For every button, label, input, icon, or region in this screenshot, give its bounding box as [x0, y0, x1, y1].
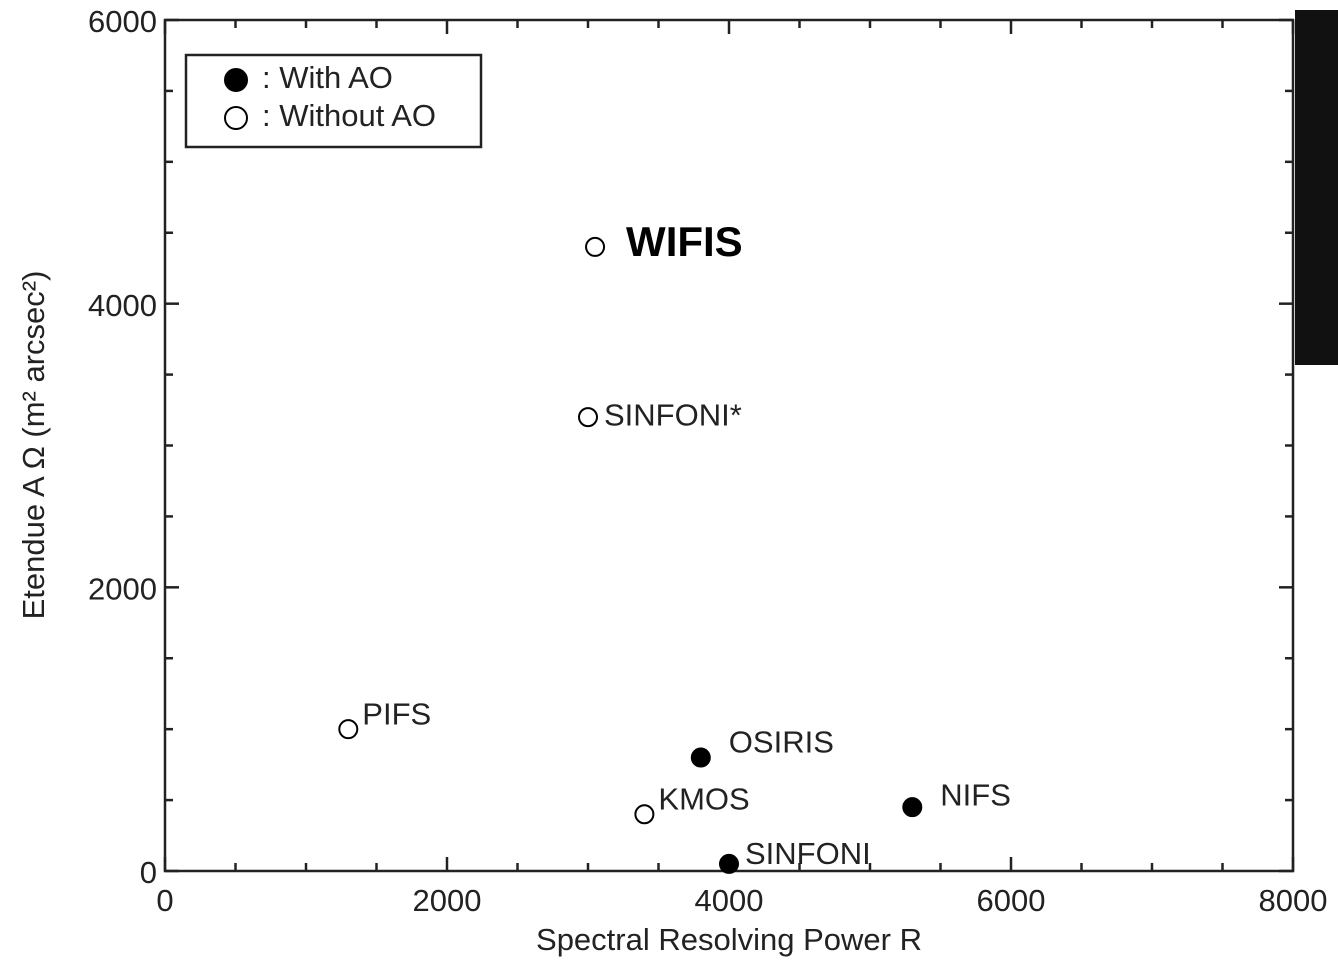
x-tick-label: 0 [156, 883, 173, 918]
point [903, 798, 921, 816]
point-label: PIFS [362, 696, 431, 731]
point [339, 720, 357, 738]
point-label: NIFS [940, 777, 1011, 812]
x-tick-label: 8000 [1259, 883, 1328, 918]
point [586, 238, 604, 256]
chart: Spectral Resolving Power R Etendue A Ω (… [0, 0, 1338, 965]
y-axis-label: Etendue A Ω (m² arcsec²) [16, 271, 51, 620]
legend-marker [225, 69, 247, 91]
y-tick-label: 2000 [88, 572, 157, 607]
cropped-image [1295, 10, 1338, 365]
point [635, 805, 653, 823]
point-label: WIFIS [626, 218, 743, 265]
legend-label: : With AO [262, 60, 393, 95]
x-tick-label: 4000 [695, 883, 764, 918]
point [720, 855, 738, 873]
y-tick-label: 4000 [88, 288, 157, 323]
legend-marker [225, 107, 247, 129]
x-tick-label: 2000 [413, 883, 482, 918]
point-label: SINFONI [745, 836, 871, 871]
x-tick-label: 6000 [977, 883, 1046, 918]
point [579, 408, 597, 426]
point-label: KMOS [658, 781, 749, 816]
point-label: SINFONI* [604, 397, 742, 432]
point [692, 749, 710, 767]
legend-label: : Without AO [262, 98, 436, 133]
x-axis-label: Spectral Resolving Power R [536, 922, 922, 957]
y-tick-label: 0 [140, 855, 157, 890]
point-label: OSIRIS [729, 725, 834, 760]
y-tick-label: 6000 [88, 4, 157, 39]
